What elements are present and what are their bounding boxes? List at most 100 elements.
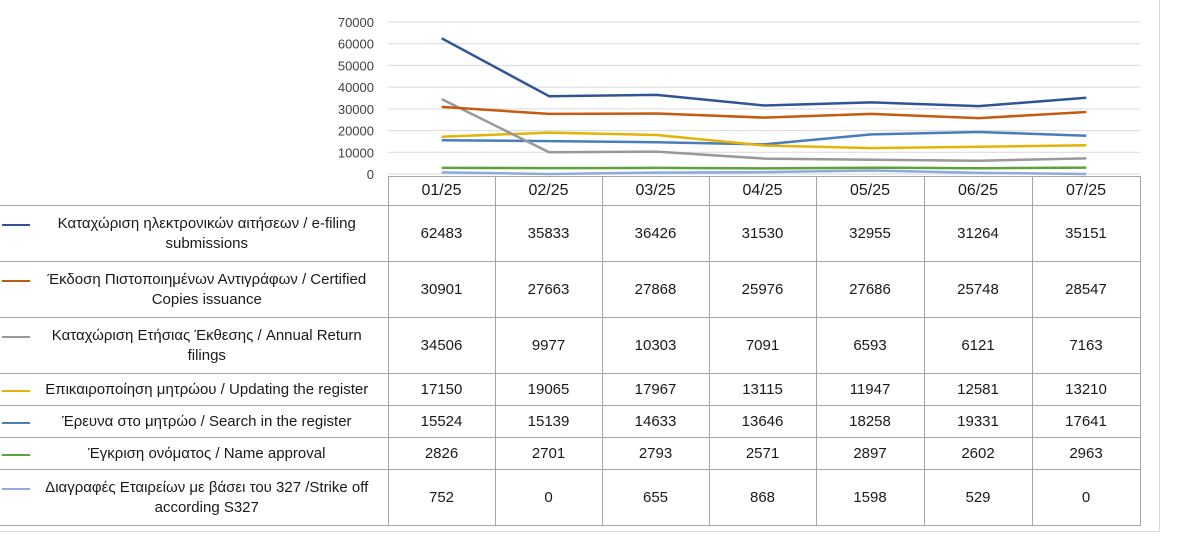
- data-cell: 35833: [494, 205, 603, 262]
- data-cell: 36426: [601, 205, 710, 262]
- category-label: 02/25: [494, 176, 603, 206]
- legend-swatch: [2, 223, 30, 226]
- data-cell: 25748: [923, 261, 1033, 318]
- data-cell: 17150: [387, 373, 496, 406]
- data-cell: 0: [494, 469, 603, 526]
- data-cell: 1598: [815, 469, 925, 526]
- series-lines: [441, 37, 1087, 176]
- data-cell: 12581: [923, 373, 1033, 406]
- data-cell: 7163: [1031, 317, 1141, 374]
- data-cell: 19065: [494, 373, 603, 406]
- line-chart: 0 10000 20000 30000 40000 50000 60000 70000: [338, 15, 1140, 180]
- data-cell: 15139: [494, 405, 603, 438]
- data-cell: 6121: [923, 317, 1033, 374]
- data-cell: 19331: [923, 405, 1033, 438]
- data-cell: 13210: [1031, 373, 1141, 406]
- data-cell: 2963: [1031, 437, 1141, 470]
- series-line: [441, 131, 1087, 150]
- legend-label: Έγκριση ονόματος / Name approval: [88, 444, 326, 462]
- category-label: 04/25: [708, 176, 817, 206]
- data-cell: 62483: [387, 205, 496, 262]
- category-label: 06/25: [923, 176, 1033, 206]
- series-line: [441, 37, 1087, 108]
- data-cell: 34506: [387, 317, 496, 374]
- legend-swatch: [2, 279, 30, 282]
- y-tick-label: 30000: [338, 102, 374, 117]
- data-cell: 2793: [601, 437, 710, 470]
- data-cell: 32955: [815, 205, 925, 262]
- table-corner: [0, 176, 389, 206]
- y-tick-label: 0: [367, 167, 374, 180]
- legend-swatch: [2, 421, 30, 424]
- data-cell: 27686: [815, 261, 925, 318]
- data-cell: 7091: [708, 317, 817, 374]
- data-cell: 10303: [601, 317, 710, 374]
- legend-label: Καταχώριση Ετήσιας Έκθεσης / Annual Retu…: [51, 326, 362, 364]
- data-cell: 14633: [601, 405, 710, 438]
- y-tick-label: 10000: [338, 145, 374, 160]
- table-header-row: 01/25 02/25 03/25 04/25 05/25 06/25 07/2…: [0, 176, 1141, 206]
- gridlines: [388, 21, 1140, 175]
- data-cell: 30901: [387, 261, 496, 318]
- series-line: [441, 169, 1087, 176]
- legend-label: Διαγραφές Εταιρείων με βάσει του 327 /St…: [45, 478, 369, 516]
- legend-label: Έκδοση Πιστοποιημένων Αντιγράφων / Certi…: [47, 270, 367, 308]
- legend-entry: Έρευνα στο μητρώο / Search in the regist…: [0, 405, 389, 438]
- data-cell: 2701: [494, 437, 603, 470]
- table-row: Καταχώριση Ετήσιας Έκθεσης / Annual Retu…: [0, 317, 1141, 374]
- y-axis-tick-labels: 0 10000 20000 30000 40000 50000 60000 70000: [338, 15, 374, 180]
- data-cell: 28547: [1031, 261, 1141, 318]
- category-label: 03/25: [601, 176, 710, 206]
- legend-label: Επικαιροποίηση μητρώου / Updating the re…: [45, 380, 369, 398]
- data-cell: 27663: [494, 261, 603, 318]
- data-cell: 13115: [708, 373, 817, 406]
- data-cell: 13646: [708, 405, 817, 438]
- data-cell: 752: [387, 469, 496, 526]
- data-cell: 35151: [1031, 205, 1141, 262]
- chart-frame: [0, 0, 1160, 532]
- category-label: 07/25: [1031, 176, 1141, 206]
- table-row: Επικαιροποίηση μητρώου / Updating the re…: [0, 373, 1141, 406]
- y-tick-label: 20000: [338, 124, 374, 139]
- y-tick-label: 60000: [338, 37, 374, 52]
- y-tick-label: 40000: [338, 80, 374, 95]
- category-label: 05/25: [815, 176, 925, 206]
- data-cell: 27868: [601, 261, 710, 318]
- legend-label: Έρευνα στο μητρώο / Search in the regist…: [61, 412, 352, 430]
- legend-entry: Επικαιροποίηση μητρώου / Updating the re…: [0, 373, 389, 406]
- y-tick-label: 70000: [338, 15, 374, 30]
- data-cell: 2602: [923, 437, 1033, 470]
- data-cell: 17641: [1031, 405, 1141, 438]
- series-line: [441, 105, 1087, 120]
- legend-entry: Καταχώριση ηλεκτρονικών αιτήσεων / e-fil…: [0, 205, 389, 262]
- category-label: 01/25: [387, 176, 496, 206]
- data-cell: 2571: [708, 437, 817, 470]
- data-cell: 18258: [815, 405, 925, 438]
- data-cell: 655: [601, 469, 710, 526]
- series-line: [441, 166, 1087, 170]
- legend-label: Καταχώριση ηλεκτρονικών αιτήσεων / e-fil…: [57, 214, 356, 252]
- data-cell: 2826: [387, 437, 496, 470]
- legend-swatch: [2, 389, 30, 392]
- data-cell: 31530: [708, 205, 817, 262]
- table-row: Έκδοση Πιστοποιημένων Αντιγράφων / Certi…: [0, 261, 1141, 318]
- table-row: Διαγραφές Εταιρείων με βάσει του 327 /St…: [0, 469, 1141, 526]
- legend-entry: Διαγραφές Εταιρείων με βάσει του 327 /St…: [0, 469, 389, 526]
- data-cell: 6593: [815, 317, 925, 374]
- series-line: [441, 97, 1087, 162]
- legend-swatch: [2, 487, 30, 490]
- legend-entry: Καταχώριση Ετήσιας Έκθεσης / Annual Retu…: [0, 317, 389, 374]
- data-cell: 2897: [815, 437, 925, 470]
- data-cell: 0: [1031, 469, 1141, 526]
- table-row: Καταχώριση ηλεκτρονικών αιτήσεων / e-fil…: [0, 205, 1141, 262]
- data-cell: 9977: [494, 317, 603, 374]
- data-cell: 25976: [708, 261, 817, 318]
- data-cell: 529: [923, 469, 1033, 526]
- legend-entry: Έγκριση ονόματος / Name approval: [0, 437, 389, 470]
- data-cell: 31264: [923, 205, 1033, 262]
- y-tick-label: 50000: [338, 58, 374, 73]
- legend-entry: Έκδοση Πιστοποιημένων Αντιγράφων / Certi…: [0, 261, 389, 318]
- legend-swatch: [2, 335, 30, 338]
- legend-swatch: [2, 453, 30, 456]
- table-row: Έγκριση ονόματος / Name approval 2826 2701…: [0, 437, 1141, 470]
